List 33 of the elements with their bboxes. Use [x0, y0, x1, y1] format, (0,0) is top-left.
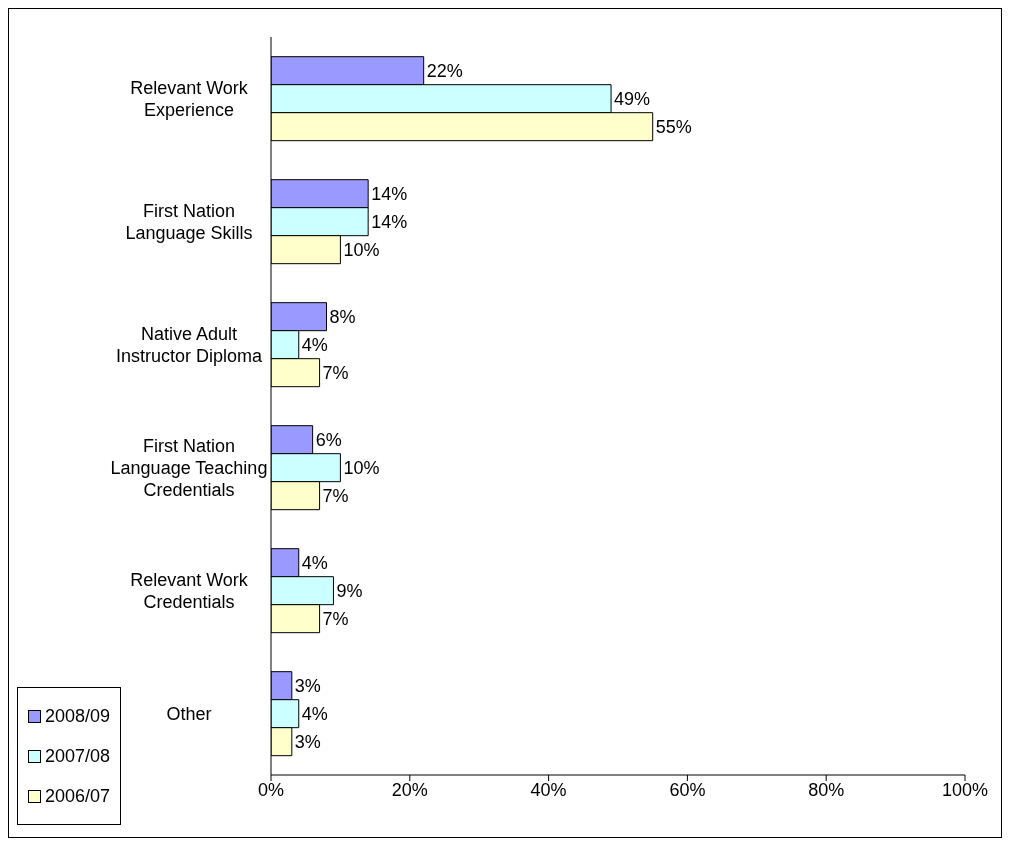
- data-label: 3%: [294, 731, 321, 752]
- legend-label: 2007/08: [45, 745, 111, 767]
- y-tick-label: First Nation Language Skills: [125, 200, 253, 243]
- data-label: 7%: [322, 608, 349, 629]
- x-tick-label: 100%: [941, 779, 989, 800]
- legend-label: 2006/07: [45, 785, 111, 807]
- data-label: 8%: [329, 306, 356, 327]
- data-label: 22%: [426, 60, 463, 81]
- y-tick-label: Native Adult Instructor Diploma: [115, 323, 264, 366]
- data-label: 55%: [655, 116, 692, 137]
- data-label: 3%: [294, 675, 321, 696]
- x-tick-label: 60%: [669, 779, 706, 800]
- legend-label: 2008/09: [45, 705, 111, 727]
- data-label: 7%: [322, 362, 349, 383]
- y-tick-label: First Nation Language Teaching Credentials: [110, 435, 268, 500]
- x-tick-label: 0%: [257, 779, 285, 800]
- data-label: 4%: [301, 703, 328, 724]
- data-label: 14%: [371, 183, 408, 204]
- y-tick-label: Other: [166, 703, 212, 724]
- data-label: 4%: [301, 334, 328, 355]
- data-label: 4%: [301, 552, 328, 573]
- data-label: 6%: [315, 429, 342, 450]
- y-tick-label: Relevant Work Credentials: [130, 569, 249, 612]
- data-label: 7%: [322, 485, 349, 506]
- data-label: 10%: [343, 457, 380, 478]
- y-tick-label: Relevant Work Experience: [130, 77, 249, 120]
- data-label: 10%: [343, 239, 380, 260]
- data-label: 49%: [614, 88, 651, 109]
- x-tick-label: 20%: [391, 779, 428, 800]
- data-label: 14%: [371, 211, 408, 232]
- x-tick-label: 80%: [808, 779, 845, 800]
- data-label: 9%: [336, 580, 363, 601]
- x-tick-label: 40%: [530, 779, 567, 800]
